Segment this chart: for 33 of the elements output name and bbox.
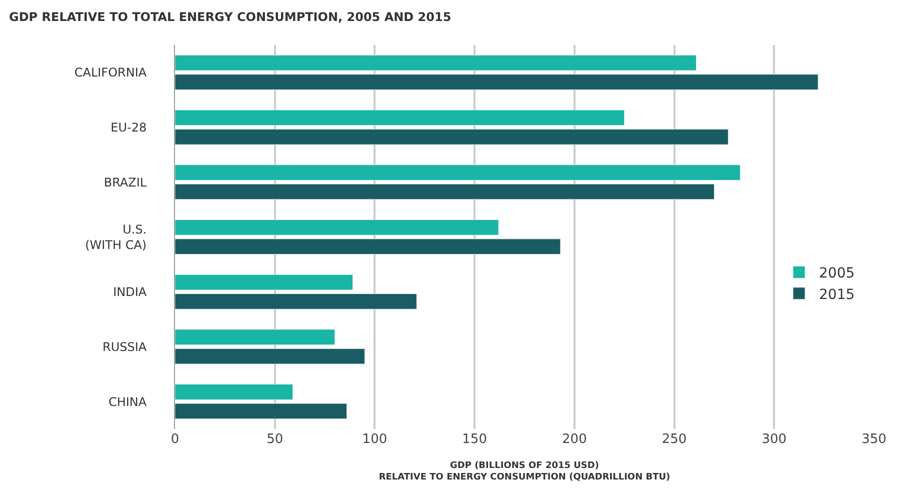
chart-title: GDP RELATIVE TO TOTAL ENERGY CONSUMPTION, 2005 AND 2015 — [8, 10, 452, 24]
bar — [175, 74, 818, 90]
bar — [175, 403, 347, 420]
bar — [175, 238, 561, 255]
y-tick-label: EU-28 — [110, 120, 147, 134]
y-tick-label: U.S. (WITH CA) — [85, 222, 147, 252]
x-tick-label: 50 — [266, 432, 284, 447]
bar — [175, 294, 417, 310]
x-tick-label: 100 — [362, 432, 388, 447]
y-tick-label: CALIFORNIA — [74, 66, 148, 80]
bar — [175, 110, 625, 126]
bar — [175, 384, 294, 400]
bar — [175, 329, 336, 346]
bar — [175, 219, 499, 236]
bar — [175, 184, 714, 200]
y-tick-label: INDIA — [113, 285, 148, 300]
x-tick-label: 200 — [562, 432, 587, 447]
x-tick-label: 350 — [862, 432, 886, 447]
x-tick-label: 0 — [170, 432, 180, 447]
x-tick-label: 300 — [762, 432, 787, 447]
legend-label: 2005 — [819, 266, 855, 282]
bar — [175, 54, 696, 71]
x-tick-label: 150 — [462, 432, 487, 447]
y-tick-label: RUSSIA — [102, 340, 148, 354]
bar — [175, 164, 740, 180]
bar — [175, 128, 728, 145]
x-tick-label: 250 — [662, 432, 687, 447]
legend-label: 2015 — [819, 286, 855, 303]
bar — [175, 348, 365, 364]
bar — [175, 274, 353, 290]
x-axis-title: GDP (BILLIONS OF 2015 USD) RELATIVE TO ENERGY CONSUMPTION (QUADRILLION BTU) — [378, 460, 670, 482]
y-tick-label: CHINA — [108, 394, 148, 409]
y-tick-label: BRAZIL — [104, 175, 147, 190]
